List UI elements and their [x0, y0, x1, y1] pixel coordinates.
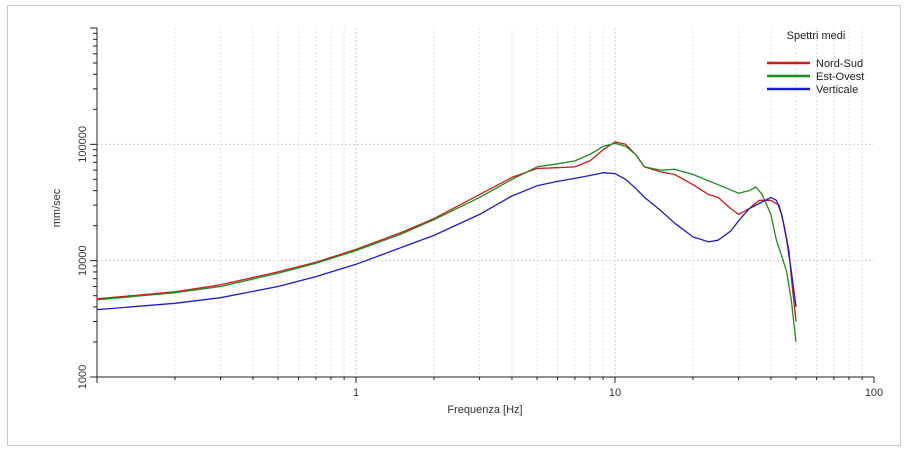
axes: 1 10 100 1000 10000 100000 — [77, 27, 883, 399]
y-tick-label: 1000 — [77, 365, 89, 389]
legend-title: Spettri medi — [787, 30, 846, 42]
series-line-verticale — [96, 172, 797, 311]
y-tick-label: 100000 — [77, 126, 89, 163]
legend-label: Verticale — [816, 84, 858, 96]
series-line-est-ovest — [96, 142, 797, 343]
x-tick-label: 1 — [353, 387, 359, 399]
legend-label: Nord-Sud — [816, 58, 863, 70]
x-tick-label: 100 — [865, 387, 883, 399]
y-axis-title: mm/sec — [51, 188, 63, 227]
legend-label: Est-Ovest — [816, 71, 864, 83]
series-line-nord-sud — [96, 141, 797, 322]
y-tick-label: 10000 — [77, 245, 89, 276]
series — [96, 141, 797, 343]
x-axis-title: Frequenza [Hz] — [447, 404, 522, 416]
x-tick-label: 10 — [609, 387, 621, 399]
